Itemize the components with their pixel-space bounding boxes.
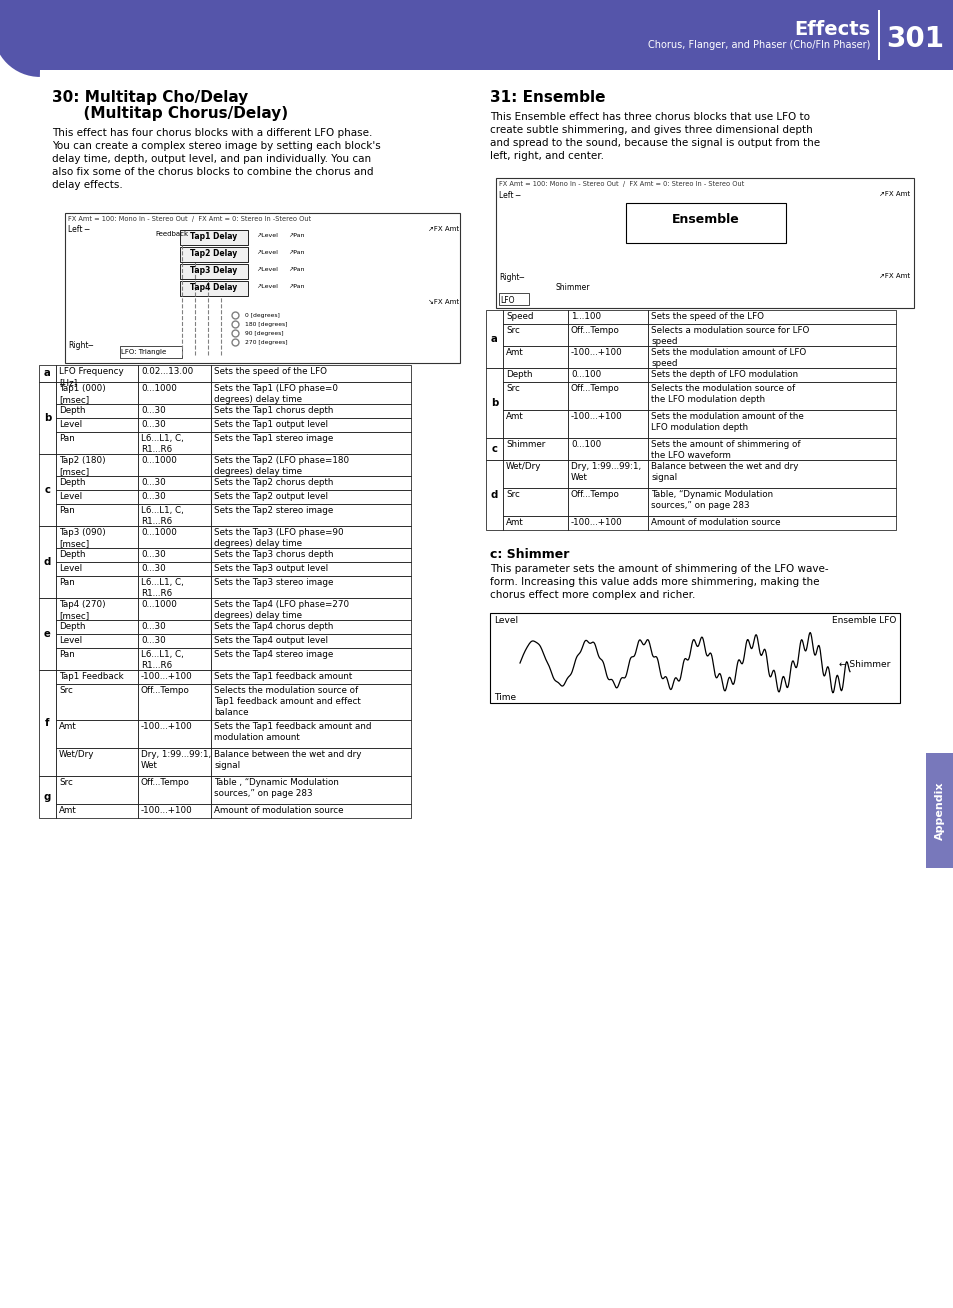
Text: Tap1 Delay: Tap1 Delay — [191, 232, 237, 241]
Text: Wet/Dry: Wet/Dry — [505, 462, 540, 471]
Bar — [502, 438, 567, 460]
Bar — [56, 719, 138, 748]
Bar — [502, 310, 567, 324]
Bar — [567, 409, 647, 438]
Bar — [56, 562, 138, 576]
Bar — [56, 776, 138, 804]
Text: ↗Pan: ↗Pan — [288, 233, 304, 238]
Text: a: a — [491, 334, 497, 344]
Bar — [211, 476, 411, 490]
Bar — [56, 382, 138, 404]
Bar — [39, 382, 56, 454]
Text: a: a — [44, 369, 51, 378]
Text: form. Increasing this value adds more shimmering, making the: form. Increasing this value adds more sh… — [490, 577, 819, 587]
Text: Level: Level — [59, 636, 82, 645]
Bar — [180, 264, 248, 279]
Bar — [211, 620, 411, 634]
Bar — [56, 365, 138, 382]
Text: ↗Level: ↗Level — [255, 250, 277, 255]
Bar — [138, 684, 211, 719]
Text: Tap3 (090)
[msec]: Tap3 (090) [msec] — [59, 528, 106, 548]
Bar — [138, 719, 211, 748]
Bar — [211, 634, 411, 647]
Text: ↗Level: ↗Level — [255, 284, 277, 289]
Bar — [180, 281, 248, 296]
Text: f: f — [45, 718, 50, 729]
Bar — [211, 548, 411, 562]
Bar — [502, 460, 567, 488]
Text: b: b — [44, 413, 51, 422]
Bar — [138, 598, 211, 620]
Text: Selects the modulation source of
Tap1 feedback amount and effect
balance: Selects the modulation source of Tap1 fe… — [213, 685, 360, 717]
Bar — [138, 562, 211, 576]
Text: Left ─: Left ─ — [498, 191, 520, 200]
Text: Depth: Depth — [59, 477, 86, 487]
Bar — [498, 293, 529, 305]
Text: Shimmer: Shimmer — [505, 439, 545, 449]
Text: ↗FX Amt: ↗FX Amt — [878, 191, 909, 198]
Bar — [138, 526, 211, 548]
Bar — [138, 804, 211, 818]
Text: FX Amt = 100: Mono In - Stereo Out  /  FX Amt = 0: Stereo In - Stereo Out: FX Amt = 100: Mono In - Stereo Out / FX … — [498, 181, 743, 187]
Bar — [138, 504, 211, 526]
Bar — [56, 490, 138, 504]
Text: d: d — [490, 490, 497, 500]
Bar — [138, 432, 211, 454]
Text: Depth: Depth — [59, 623, 86, 630]
Text: -100...+100: -100...+100 — [571, 348, 622, 357]
Wedge shape — [0, 30, 40, 71]
Text: -100...+100: -100...+100 — [571, 412, 622, 421]
Text: Sets the modulation amount of the
LFO modulation depth: Sets the modulation amount of the LFO mo… — [650, 412, 803, 432]
Text: -100...+100: -100...+100 — [571, 518, 622, 527]
Text: delay time, depth, output level, and pan individually. You can: delay time, depth, output level, and pan… — [52, 154, 371, 164]
Text: (Multitap Chorus/Delay): (Multitap Chorus/Delay) — [52, 106, 288, 122]
Text: 180 [degrees]: 180 [degrees] — [245, 322, 287, 327]
Text: Amt: Amt — [505, 518, 523, 527]
Text: 0...30: 0...30 — [141, 564, 166, 573]
Text: 0...1000: 0...1000 — [141, 456, 176, 466]
Text: Pan: Pan — [59, 650, 74, 659]
Text: Tap1 Feedback: Tap1 Feedback — [59, 672, 124, 681]
Bar — [39, 454, 56, 526]
Text: ↗Pan: ↗Pan — [288, 284, 304, 289]
Bar — [502, 515, 567, 530]
Text: c: Shimmer: c: Shimmer — [490, 548, 569, 561]
Text: Pan: Pan — [59, 506, 74, 515]
Text: ← Shimmer: ← Shimmer — [838, 661, 889, 668]
Bar — [211, 382, 411, 404]
Text: -100...+100: -100...+100 — [141, 722, 193, 731]
Text: Dry, 1:99...99:1,
Wet: Dry, 1:99...99:1, Wet — [571, 462, 640, 483]
Bar — [567, 460, 647, 488]
Bar — [496, 178, 913, 307]
Text: 0...30: 0...30 — [141, 549, 166, 559]
Text: 0...1000: 0...1000 — [141, 600, 176, 610]
Bar — [39, 526, 56, 598]
Bar — [925, 753, 953, 869]
Text: L6...L1, C,
R1...R6: L6...L1, C, R1...R6 — [141, 506, 184, 526]
Text: Sets the Tap2 output level: Sets the Tap2 output level — [213, 492, 328, 501]
Text: e: e — [44, 629, 51, 640]
Text: Sets the Tap3 (LFO phase=90
degrees) delay time: Sets the Tap3 (LFO phase=90 degrees) del… — [213, 528, 343, 548]
Text: Tap2 (180)
[msec]: Tap2 (180) [msec] — [59, 456, 106, 476]
Bar — [567, 382, 647, 409]
Bar — [138, 365, 211, 382]
Text: Amt: Amt — [59, 722, 76, 731]
Text: Right─: Right─ — [498, 273, 523, 283]
Text: ↗Level: ↗Level — [255, 267, 277, 272]
Text: 0...30: 0...30 — [141, 405, 166, 415]
Text: Level: Level — [59, 564, 82, 573]
Text: Pan: Pan — [59, 434, 74, 443]
Text: Amount of modulation source: Amount of modulation source — [650, 518, 780, 527]
Text: Left ─: Left ─ — [68, 225, 90, 234]
Bar — [567, 347, 647, 368]
Text: Sets the Tap3 chorus depth: Sets the Tap3 chorus depth — [213, 549, 334, 559]
Text: Sets the Tap1 output level: Sets the Tap1 output level — [213, 420, 328, 429]
Bar — [138, 476, 211, 490]
Bar — [56, 634, 138, 647]
Bar — [56, 647, 138, 670]
Bar — [138, 647, 211, 670]
Text: Depth: Depth — [505, 370, 532, 379]
Bar — [502, 368, 567, 382]
Bar — [211, 719, 411, 748]
Text: Appendix: Appendix — [934, 781, 944, 840]
